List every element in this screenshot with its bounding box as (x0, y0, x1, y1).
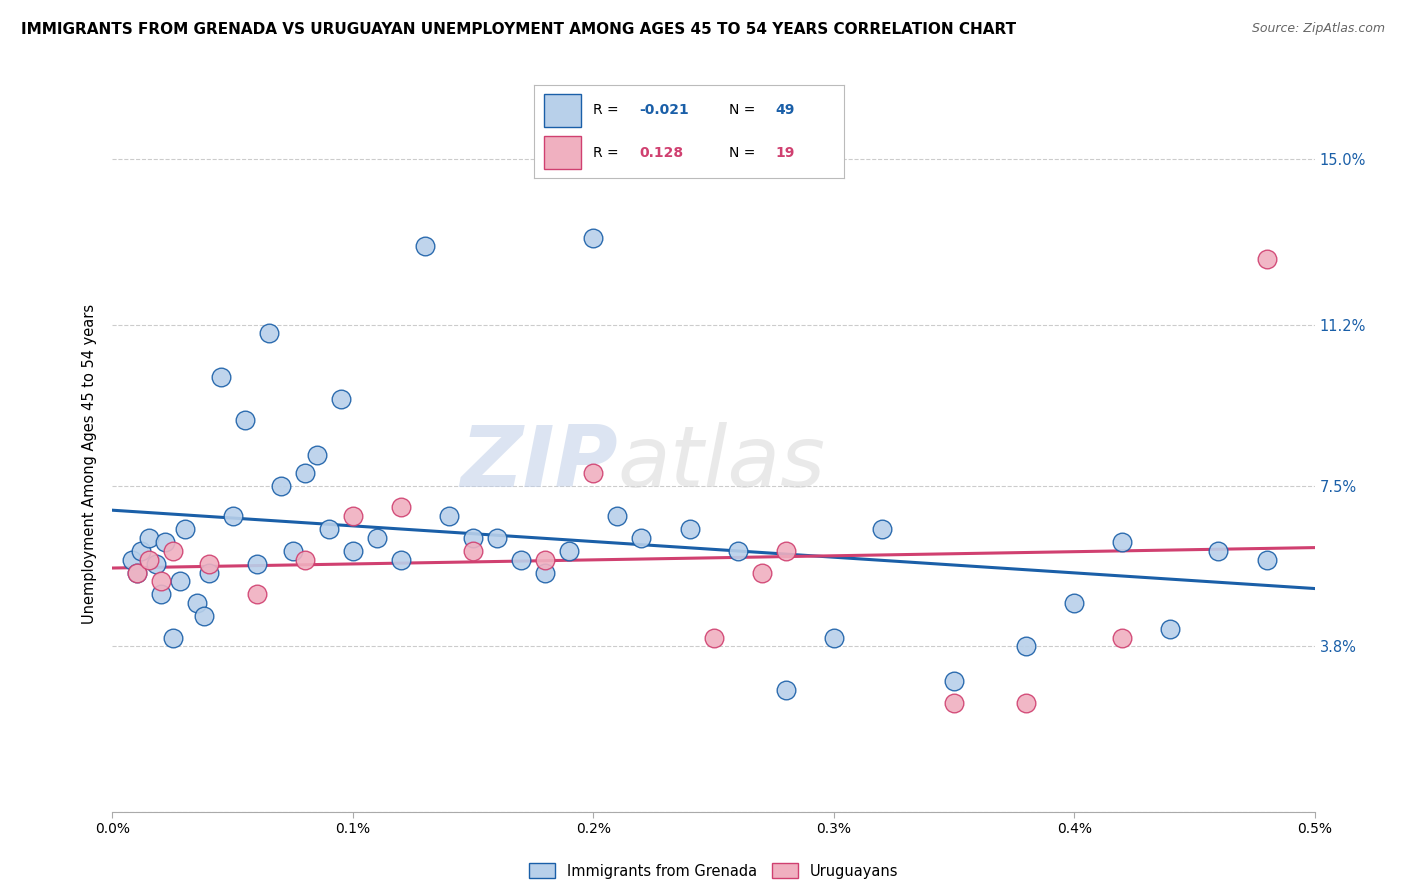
Point (121, 552, 143, 566)
Point (145, 557, 167, 571)
Point (823, 631, 845, 645)
Point (246, 557, 269, 571)
Point (149, 574, 172, 589)
Point (1256, 252, 1278, 267)
Point (702, 631, 725, 645)
Point (138, 552, 160, 566)
Text: N =: N = (730, 145, 755, 160)
Point (342, 544, 364, 558)
Point (534, 566, 557, 580)
Text: N =: N = (730, 103, 755, 118)
Text: R =: R = (593, 103, 619, 118)
Point (1015, 696, 1038, 710)
Point (366, 531, 388, 545)
Point (727, 544, 749, 558)
Point (870, 522, 893, 536)
Point (678, 522, 700, 536)
Point (342, 508, 364, 523)
Point (149, 587, 172, 601)
Point (1159, 622, 1181, 636)
Point (138, 531, 160, 545)
Point (606, 508, 628, 523)
Point (233, 413, 256, 427)
Point (281, 544, 304, 558)
Text: 49: 49 (776, 103, 794, 118)
Point (125, 566, 148, 580)
Point (162, 544, 184, 558)
Point (197, 557, 219, 571)
Point (582, 466, 605, 480)
Point (1111, 535, 1133, 549)
Point (1208, 544, 1230, 558)
Point (162, 631, 184, 645)
Point (510, 552, 533, 566)
Point (155, 535, 177, 549)
Point (775, 683, 797, 698)
Text: 19: 19 (776, 145, 794, 160)
Point (751, 566, 773, 580)
Point (630, 531, 652, 545)
Point (1015, 640, 1038, 654)
Point (582, 230, 605, 244)
Point (197, 566, 219, 580)
Point (437, 508, 460, 523)
Text: Source: ZipAtlas.com: Source: ZipAtlas.com (1251, 22, 1385, 36)
Text: ZIP: ZIP (460, 422, 617, 506)
Point (1063, 596, 1085, 610)
Point (461, 531, 484, 545)
Point (257, 326, 280, 341)
Point (294, 466, 316, 480)
Legend: Immigrants from Grenada, Uruguayans: Immigrants from Grenada, Uruguayans (523, 857, 904, 885)
Point (318, 522, 340, 536)
Point (131, 544, 153, 558)
Point (222, 508, 245, 523)
Point (486, 531, 509, 545)
Point (534, 552, 557, 566)
Point (942, 696, 965, 710)
Point (246, 587, 269, 601)
Point (558, 544, 581, 558)
Point (186, 596, 208, 610)
Y-axis label: Unemployment Among Ages 45 to 54 years: Unemployment Among Ages 45 to 54 years (82, 304, 97, 624)
Point (270, 478, 292, 492)
Point (942, 674, 965, 689)
FancyBboxPatch shape (544, 95, 581, 127)
Point (125, 566, 148, 580)
Text: R =: R = (593, 145, 619, 160)
FancyBboxPatch shape (544, 136, 581, 169)
Point (775, 544, 797, 558)
Point (209, 369, 232, 384)
Point (169, 574, 191, 589)
Point (1256, 552, 1278, 566)
Point (413, 239, 436, 253)
Text: -0.021: -0.021 (640, 103, 689, 118)
Point (173, 522, 195, 536)
Point (389, 552, 412, 566)
Point (1111, 631, 1133, 645)
Point (193, 609, 215, 624)
Point (329, 392, 352, 406)
Text: IMMIGRANTS FROM GRENADA VS URUGUAYAN UNEMPLOYMENT AMONG AGES 45 TO 54 YEARS CORR: IMMIGRANTS FROM GRENADA VS URUGUAYAN UNE… (21, 22, 1017, 37)
Point (461, 544, 484, 558)
Text: 0.128: 0.128 (640, 145, 683, 160)
Point (294, 552, 316, 566)
Text: atlas: atlas (617, 422, 825, 506)
Point (305, 448, 328, 462)
Point (389, 500, 412, 515)
